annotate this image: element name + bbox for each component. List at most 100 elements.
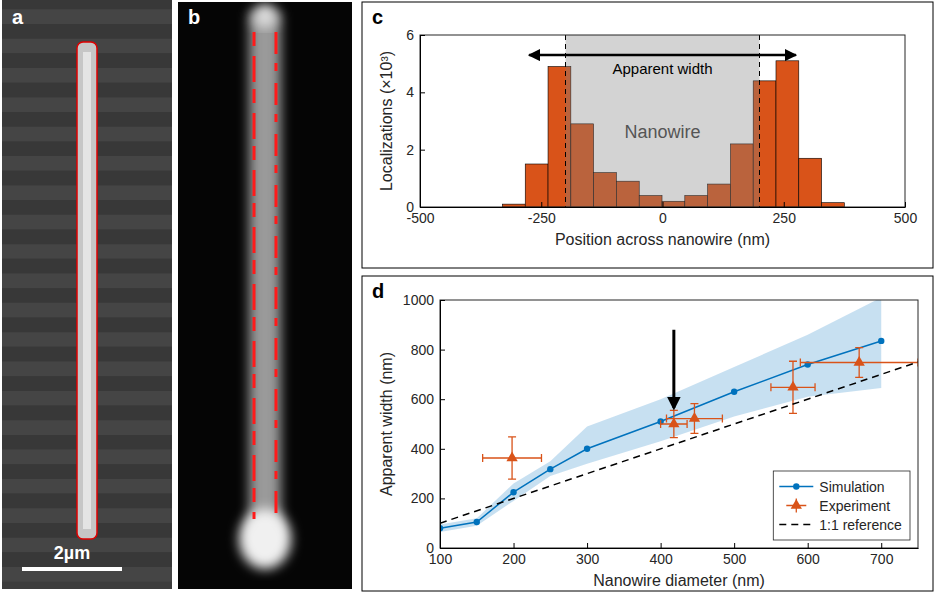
legend-box	[773, 471, 910, 540]
tick-mark	[420, 92, 425, 93]
tick-mark	[440, 498, 445, 499]
scale-bar	[22, 567, 122, 571]
point	[474, 519, 480, 525]
line-panel: 10020030040050060070002004006008001000Na…	[362, 276, 933, 591]
pointer-arrow	[672, 330, 675, 408]
axis-line	[441, 548, 919, 549]
panel-letter: d	[372, 280, 384, 302]
tick-mark	[420, 150, 425, 151]
point	[668, 417, 679, 427]
image-panel: 2µma	[2, 2, 172, 589]
tick-label: 300	[576, 551, 600, 567]
tick-label: 600	[411, 391, 435, 407]
axis-line	[421, 207, 906, 208]
point	[506, 451, 517, 461]
tick: 4	[406, 84, 425, 100]
tick-mark	[905, 202, 906, 207]
tick-mark	[808, 543, 809, 548]
panel-border	[362, 2, 933, 268]
plot-marks	[440, 300, 918, 532]
tick: 400	[411, 441, 445, 457]
y-axis-title: Apparent width (nm)	[378, 352, 395, 496]
tick: 6	[406, 27, 425, 43]
sem-texture	[2, 24, 172, 39]
plot-frame	[420, 35, 905, 207]
tick-label: 2	[406, 142, 414, 158]
tick: 300	[576, 543, 600, 567]
region-edge	[565, 35, 566, 207]
axis: 0 200 400 600 800 1000	[403, 292, 445, 556]
tick-label: 0	[406, 199, 414, 215]
tick: 200	[502, 543, 526, 567]
tick: 200	[411, 490, 445, 506]
axis: 100200300400500600700	[429, 543, 919, 567]
point	[854, 356, 865, 366]
tick-label: 400	[649, 551, 673, 567]
point	[510, 489, 516, 495]
tick-mark	[440, 350, 445, 351]
bar	[776, 61, 799, 207]
nanowire-glow	[249, 12, 281, 539]
y-axis-title: Localizations (×10³)	[378, 51, 395, 191]
legend-label: Experiment	[819, 498, 890, 514]
sem-texture	[2, 0, 172, 9]
tick-mark	[440, 300, 445, 301]
tick: 1000	[403, 292, 445, 308]
tick-label: -250	[528, 210, 556, 226]
axis: -500-2500250500	[406, 202, 917, 226]
bar	[822, 203, 845, 207]
axis-line	[440, 301, 441, 549]
tick: 0	[426, 540, 445, 556]
x-axis-title: Nanowire diameter (nm)	[593, 572, 765, 589]
localization-trace	[275, 32, 278, 519]
tick-label: 700	[870, 551, 894, 567]
tick-label: 500	[894, 210, 918, 226]
legend: Simulation Experiment 1:1 reference	[773, 471, 910, 540]
tick-mark	[440, 449, 445, 450]
tick-mark	[661, 543, 662, 548]
point	[731, 389, 737, 395]
panel-letter: a	[12, 6, 24, 28]
tick: 600	[411, 391, 445, 407]
tick-mark	[420, 35, 425, 36]
tick: 0	[659, 202, 667, 226]
region-edge	[759, 35, 760, 207]
legend-label: 1:1 reference	[819, 517, 902, 533]
tick-label: 800	[411, 342, 435, 358]
point	[878, 338, 884, 344]
nanowire-highlight	[83, 52, 91, 529]
tick: -250	[528, 202, 556, 226]
bar	[799, 158, 822, 207]
axis: 0 2 4 6	[406, 27, 425, 215]
axis-line	[420, 36, 421, 208]
tick-label: 0	[426, 540, 434, 556]
legend-symbol	[779, 524, 813, 526]
point	[584, 446, 590, 452]
localization-trace	[253, 32, 256, 519]
plot-frame	[440, 300, 918, 548]
tick-label: 200	[411, 490, 435, 506]
tick: 400	[649, 543, 673, 567]
tick-mark	[420, 207, 425, 208]
x-axis-title: Position across nanowire (nm)	[555, 231, 770, 248]
tick-mark	[440, 399, 445, 400]
point	[787, 381, 798, 391]
tick-label: 4	[406, 84, 414, 100]
tick-mark	[587, 543, 588, 548]
panel-letter: c	[372, 6, 383, 28]
tick-mark	[440, 548, 445, 549]
legend-symbol	[791, 499, 802, 509]
tick-mark	[734, 543, 735, 548]
tick: 2	[406, 142, 425, 158]
tick-label: 600	[797, 551, 821, 567]
legend-symbol	[793, 483, 799, 489]
point	[689, 412, 700, 422]
image-panel: b	[178, 2, 352, 589]
tick: 0	[406, 199, 425, 215]
legend-label: Simulation	[819, 479, 884, 495]
plot-marks	[502, 35, 844, 207]
nanowire	[77, 42, 97, 539]
tick-mark	[663, 202, 664, 207]
tick-mark	[784, 202, 785, 207]
sem-background	[2, 2, 172, 589]
